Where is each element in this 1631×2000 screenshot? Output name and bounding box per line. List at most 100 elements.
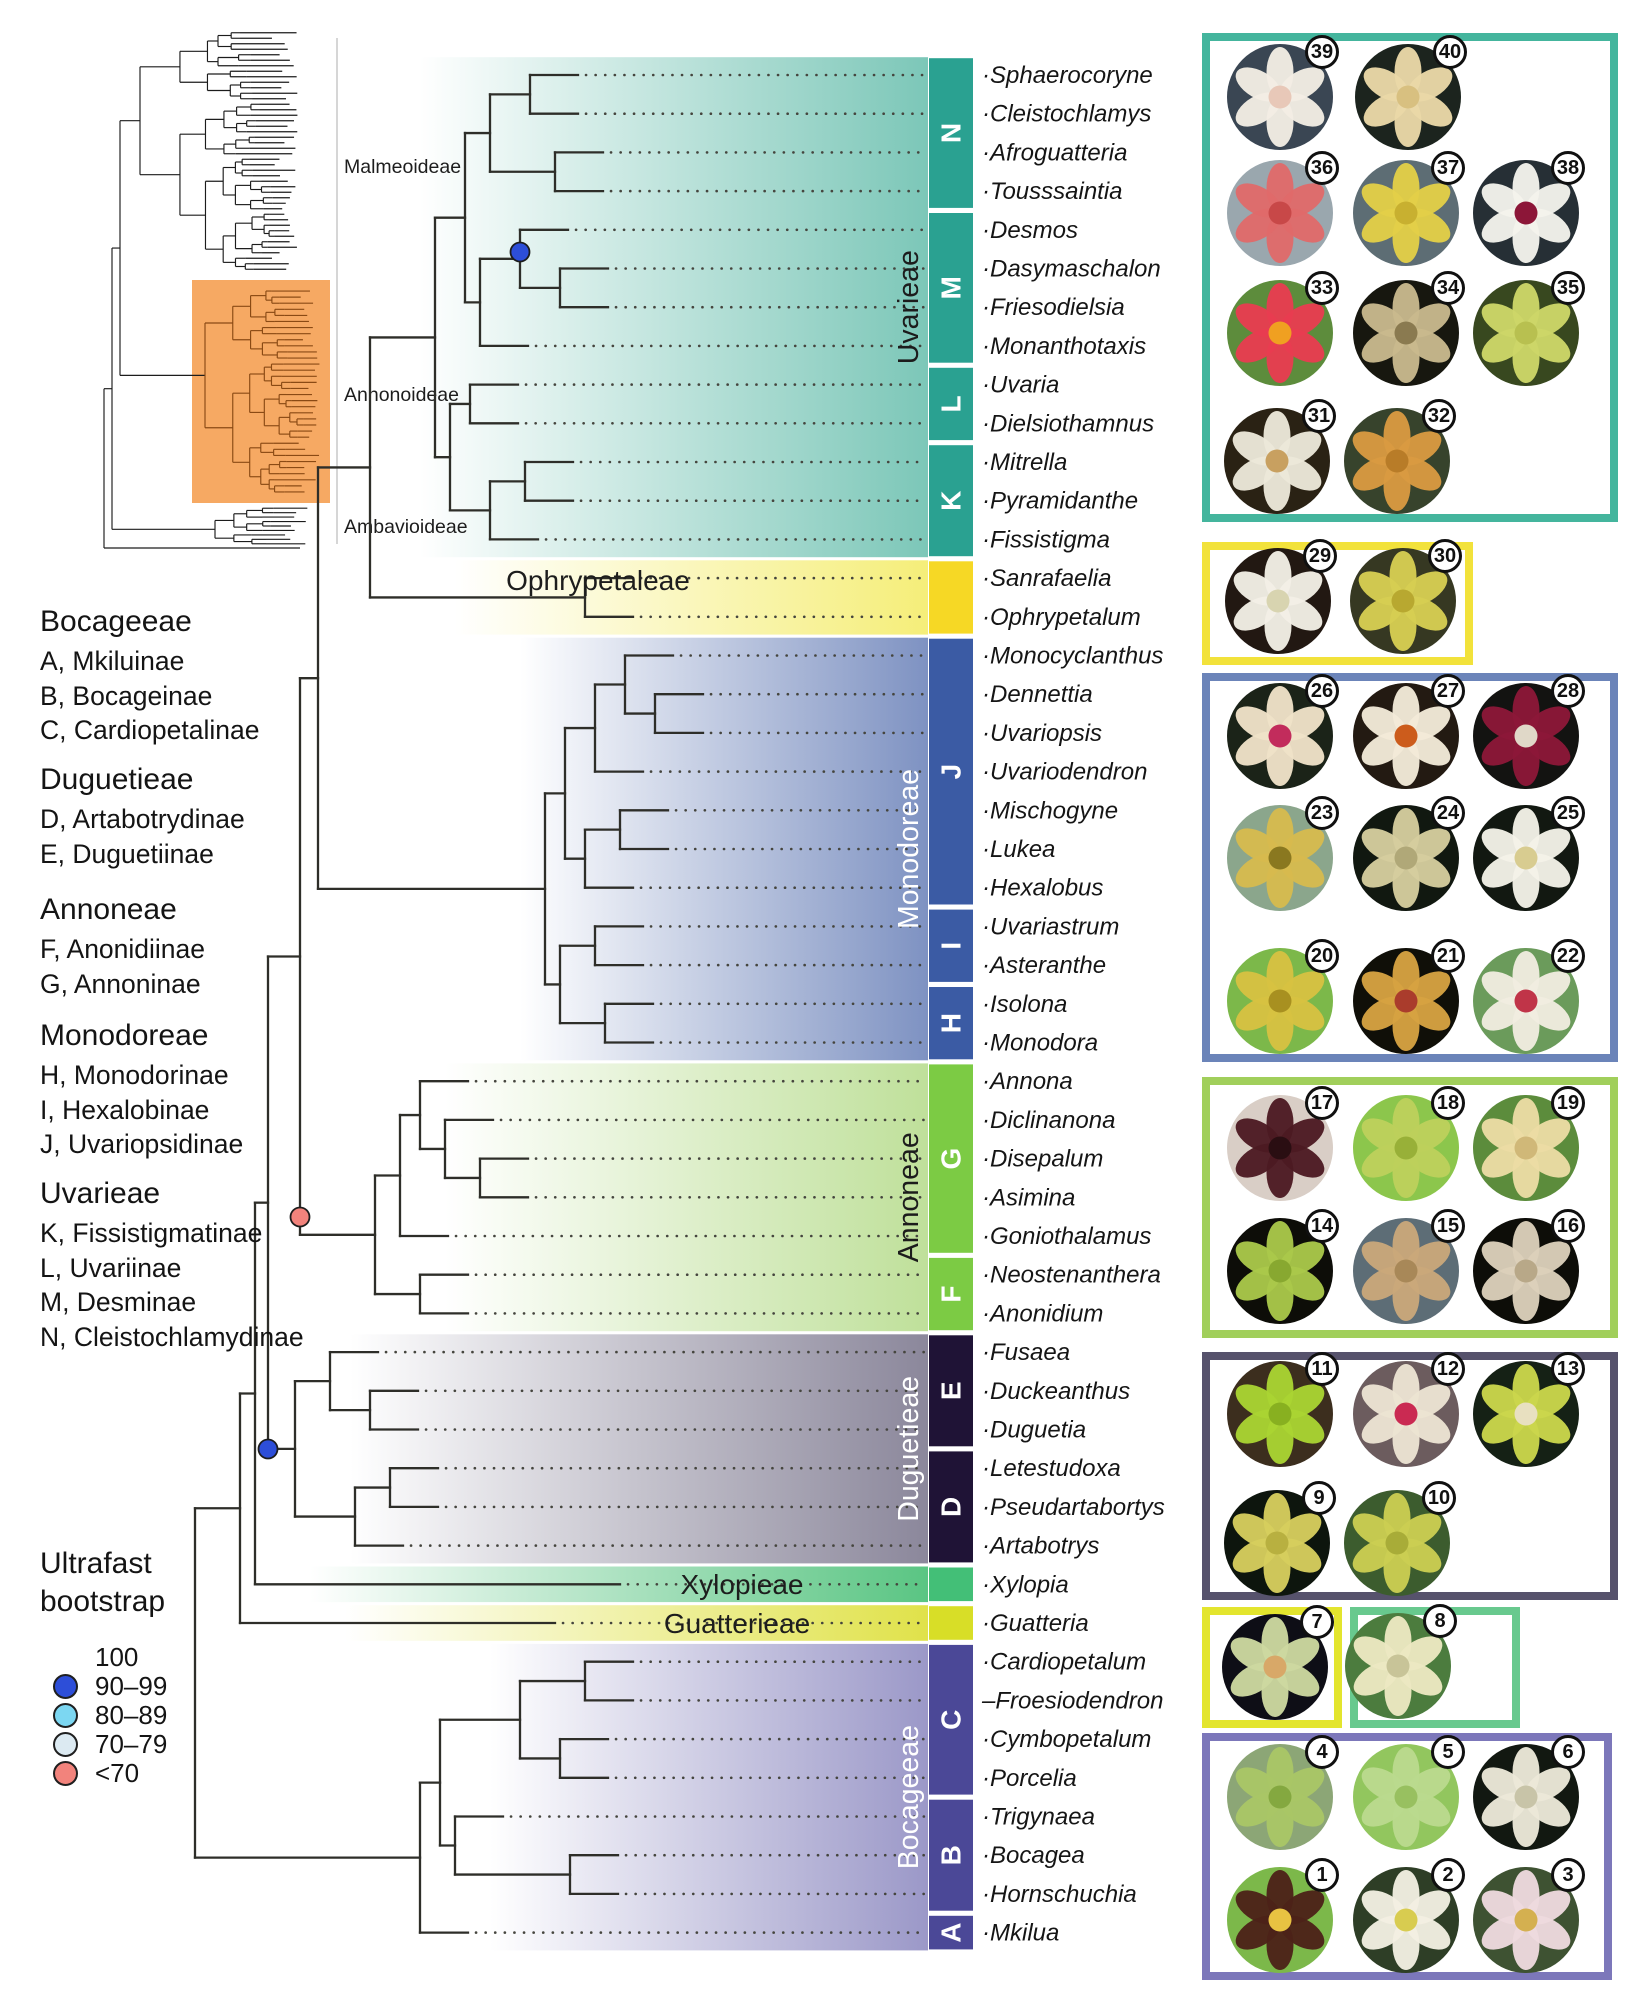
tip-label-artabotrys: ·Artabotrys xyxy=(982,1532,1099,1559)
legend-subtribe-item: C, Cardiopetalinae xyxy=(40,715,260,745)
tribe-label-bocageeae: Bocageeae xyxy=(893,1725,925,1869)
leader-end-mark: · xyxy=(982,371,990,398)
genus-name: Sanrafaelia xyxy=(990,565,1111,592)
flower-photo-icon xyxy=(1224,408,1330,514)
tribe-label-annoneae: Annoneae xyxy=(893,1132,925,1262)
photo-30: 30 xyxy=(1350,539,1462,654)
legend-subtribe-item: N, Cleistochlamydinae xyxy=(40,1321,304,1352)
tip-label-cymbopetalum: ·Cymbopetalum xyxy=(982,1726,1151,1753)
flower-center xyxy=(1385,1531,1409,1555)
bootstrap-dot-swatch xyxy=(53,1703,78,1728)
flower-center xyxy=(1268,989,1292,1013)
bar-guatterieae xyxy=(929,1606,973,1640)
photo-number-badge: 34 xyxy=(1431,271,1465,305)
leader-end-mark: · xyxy=(982,642,990,669)
photo-panel-uvarieae xyxy=(1202,33,1618,522)
photo-number-badge: 27 xyxy=(1431,674,1465,708)
leader-end-mark: · xyxy=(982,1145,990,1172)
genus-name: Monanthotaxis xyxy=(990,332,1146,359)
tip-label-cardiopetalum: ·Cardiopetalum xyxy=(982,1648,1146,1675)
photo-number-badge: 28 xyxy=(1551,674,1585,708)
legend-subtribe-item: E, Duguetiinae xyxy=(40,838,214,869)
tip-label-pseudartabortys: ·Pseudartabortys xyxy=(982,1493,1165,1520)
photo-40: 40 xyxy=(1355,35,1467,150)
flower-center xyxy=(1266,589,1290,613)
leader-end-mark: · xyxy=(982,913,990,940)
photo-21: 21 xyxy=(1353,939,1465,1054)
tip-label-asimina: ·Asimina xyxy=(982,1184,1075,1211)
leader-end-mark: · xyxy=(982,1532,990,1559)
photo-number-badge: 32 xyxy=(1422,399,1456,433)
tribe-gradient-blocks xyxy=(310,57,928,1951)
tip-label-monodora: ·Monodora xyxy=(982,1029,1098,1056)
flower-photo-icon xyxy=(1227,805,1333,911)
bootstrap-range-label: 70–79 xyxy=(95,1729,168,1759)
flower-center xyxy=(1514,1402,1538,1426)
photo-number-badge: 8 xyxy=(1423,1604,1457,1638)
flower-center xyxy=(1268,1259,1292,1283)
bootstrap-dot-swatch xyxy=(53,1732,78,1757)
flower-center xyxy=(1268,321,1292,345)
flower-photo-icon xyxy=(1227,1867,1333,1973)
flower-center xyxy=(1514,1136,1538,1160)
photo-28: 28 xyxy=(1473,674,1585,789)
genus-name: Pyramidanthe xyxy=(990,487,1138,514)
bootstrap-range-label: <70 xyxy=(95,1758,140,1788)
flower-photo-icon xyxy=(1473,1361,1579,1467)
flower-photo-icon xyxy=(1345,1613,1451,1719)
tip-label-sphaerocoryne: ·Sphaerocoryne xyxy=(982,62,1153,89)
photo-panel-annoneae xyxy=(1202,1077,1618,1338)
tip-label-neostenanthera: ·Neostenanthera xyxy=(982,1261,1161,1288)
tip-label-monanthotaxis: ·Monanthotaxis xyxy=(982,332,1146,359)
photo-number-badge: 16 xyxy=(1551,1209,1585,1243)
genus-name: Neostenanthera xyxy=(990,1261,1161,1288)
leader-end-mark: · xyxy=(982,1726,990,1753)
subtribe-letter-A: A xyxy=(936,1922,967,1942)
subtribe-letter-G: G xyxy=(936,1148,967,1170)
photo-number-badge: 4 xyxy=(1305,1735,1339,1769)
tip-label-dasymaschalon: ·Dasymaschalon xyxy=(982,255,1161,282)
genus-name: Mitrella xyxy=(990,449,1067,476)
legend-group-title: Uvarieae xyxy=(40,1177,161,1210)
genus-tip-labels: ·Sphaerocoryne·Cleistochlamys·Afroguatte… xyxy=(981,62,1165,1947)
photo-23: 23 xyxy=(1227,796,1339,911)
bootstrap-dot xyxy=(257,1438,279,1460)
bar-subtribe-A xyxy=(929,1915,973,1950)
tip-label-froesiodendron: –Froesiodendron xyxy=(981,1687,1163,1714)
flower-photo-icon xyxy=(1473,1867,1579,1973)
main-tree-branches xyxy=(193,73,705,1934)
photo-number-badge: 7 xyxy=(1300,1605,1334,1639)
inset-clade-label: Malmeoideae xyxy=(344,156,461,178)
tip-label-lukea: ·Lukea xyxy=(982,836,1055,863)
flower-photo-icon xyxy=(1227,1361,1333,1467)
bar-subtribe-N xyxy=(929,58,973,208)
tip-label-dennettia: ·Dennettia xyxy=(982,681,1093,708)
bootstrap-node-dots xyxy=(257,241,531,1460)
subtribe-letter-C: C xyxy=(936,1710,967,1730)
legend-subtribe-item: M, Desminae xyxy=(40,1287,197,1317)
bootstrap-dot xyxy=(289,1206,311,1228)
photo-number-badge: 35 xyxy=(1551,271,1585,305)
tribe-label-xylopieae: Xylopieae xyxy=(681,1569,804,1600)
genus-name: Goniothalamus xyxy=(990,1223,1151,1250)
leader-end-mark: · xyxy=(982,1571,990,1598)
photo-25: 25 xyxy=(1473,796,1585,911)
genus-name: Sphaerocoryne xyxy=(990,62,1153,89)
inset-branches-black xyxy=(103,32,308,549)
bar-subtribe-I xyxy=(929,909,973,982)
photo-27: 27 xyxy=(1353,674,1465,789)
genus-name: Hornschuchia xyxy=(990,1880,1137,1907)
flower-photo-icon xyxy=(1353,280,1459,386)
flower-center xyxy=(1268,724,1292,748)
flower-center xyxy=(1268,1908,1292,1932)
photo-number-badge: 38 xyxy=(1551,151,1585,185)
photo-13: 13 xyxy=(1473,1352,1585,1467)
photo-number-badge: 5 xyxy=(1431,1735,1465,1769)
photo-14: 14 xyxy=(1227,1209,1339,1324)
tip-label-fusaea: ·Fusaea xyxy=(982,1339,1070,1366)
flower-photo-icon xyxy=(1473,805,1579,911)
genus-name: Duckeanthus xyxy=(990,1377,1130,1404)
tip-label-friesodielsia: ·Friesodielsia xyxy=(982,294,1125,321)
photo-34: 34 xyxy=(1353,271,1465,386)
bootstrap-range-label: 80–89 xyxy=(95,1700,168,1730)
